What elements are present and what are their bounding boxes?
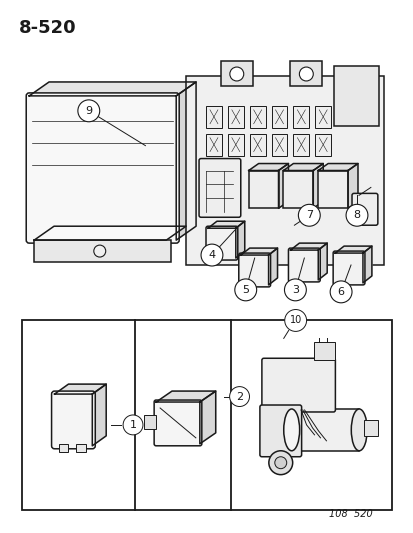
Circle shape: [330, 281, 351, 303]
Polygon shape: [199, 391, 215, 444]
Bar: [290, 61, 321, 86]
Text: 7: 7: [305, 210, 312, 220]
Circle shape: [284, 310, 306, 332]
Polygon shape: [92, 384, 106, 446]
Polygon shape: [240, 248, 277, 255]
Text: 1: 1: [129, 420, 136, 430]
Text: 6: 6: [337, 287, 344, 297]
Bar: [249, 106, 265, 128]
Circle shape: [123, 415, 142, 435]
Text: 8-520: 8-520: [19, 19, 77, 37]
Circle shape: [345, 204, 367, 226]
Circle shape: [298, 204, 320, 226]
Circle shape: [94, 245, 105, 257]
FancyBboxPatch shape: [261, 358, 335, 412]
Text: 108  520: 108 520: [328, 508, 372, 519]
FancyBboxPatch shape: [238, 253, 270, 287]
Bar: [76, 444, 86, 452]
FancyBboxPatch shape: [206, 226, 237, 260]
Bar: [206, 134, 221, 156]
Bar: [271, 106, 287, 128]
Bar: [313, 342, 335, 360]
Circle shape: [284, 279, 306, 301]
Polygon shape: [313, 164, 323, 208]
Bar: [144, 415, 156, 429]
Polygon shape: [176, 82, 196, 240]
Bar: [333, 66, 378, 126]
Bar: [363, 420, 377, 436]
Polygon shape: [335, 246, 371, 253]
Bar: [248, 171, 278, 208]
Circle shape: [274, 457, 286, 469]
Text: 3: 3: [291, 285, 298, 295]
Bar: [293, 134, 309, 156]
Polygon shape: [318, 164, 357, 171]
Polygon shape: [268, 248, 277, 285]
FancyBboxPatch shape: [259, 405, 301, 457]
Polygon shape: [207, 221, 244, 228]
Bar: [34, 240, 171, 262]
Polygon shape: [290, 243, 326, 250]
Bar: [315, 134, 330, 156]
FancyBboxPatch shape: [288, 248, 320, 282]
Polygon shape: [235, 221, 244, 258]
Bar: [221, 61, 252, 86]
Text: 5: 5: [242, 285, 249, 295]
Circle shape: [78, 100, 100, 122]
FancyBboxPatch shape: [52, 391, 95, 449]
Bar: [318, 171, 347, 208]
Bar: [227, 106, 243, 128]
Bar: [271, 134, 287, 156]
Text: 8: 8: [353, 210, 360, 220]
Bar: [186, 76, 383, 265]
Polygon shape: [55, 384, 106, 394]
FancyBboxPatch shape: [351, 193, 377, 225]
Polygon shape: [29, 82, 196, 96]
Polygon shape: [156, 391, 215, 402]
Bar: [22, 319, 391, 511]
Circle shape: [268, 451, 292, 475]
Bar: [227, 134, 243, 156]
Circle shape: [229, 67, 243, 81]
Polygon shape: [283, 164, 323, 171]
Ellipse shape: [351, 409, 366, 451]
Ellipse shape: [283, 409, 299, 451]
Circle shape: [234, 279, 256, 301]
Polygon shape: [347, 164, 357, 208]
Polygon shape: [248, 164, 288, 171]
Circle shape: [201, 244, 222, 266]
FancyBboxPatch shape: [26, 93, 179, 243]
Bar: [283, 171, 313, 208]
Polygon shape: [318, 243, 326, 280]
Circle shape: [299, 67, 313, 81]
Circle shape: [229, 386, 249, 407]
Bar: [315, 106, 330, 128]
Text: 9: 9: [85, 106, 92, 116]
Bar: [58, 444, 68, 452]
Bar: [206, 106, 221, 128]
Text: 4: 4: [208, 250, 215, 260]
Text: 2: 2: [235, 392, 242, 401]
Polygon shape: [362, 246, 371, 283]
Text: 10: 10: [289, 316, 301, 326]
Bar: [291, 409, 358, 451]
FancyBboxPatch shape: [199, 158, 240, 217]
FancyBboxPatch shape: [154, 400, 201, 446]
Bar: [293, 106, 309, 128]
Polygon shape: [278, 164, 288, 208]
Bar: [249, 134, 265, 156]
Polygon shape: [34, 226, 186, 240]
FancyBboxPatch shape: [332, 251, 364, 285]
